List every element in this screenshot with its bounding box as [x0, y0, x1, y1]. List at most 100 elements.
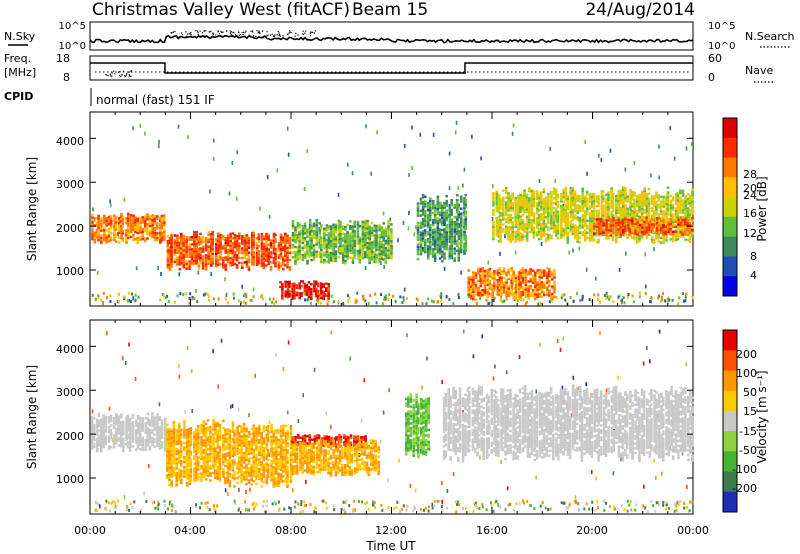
heatmap-cell: [190, 243, 194, 246]
heatmap-cell: [527, 289, 530, 293]
heatmap-cell: [300, 294, 303, 297]
heatmap-cell: [507, 285, 510, 288]
heatmap-cell: [459, 241, 463, 244]
heatmap-cell: [679, 199, 682, 202]
heatmap-cell: [655, 213, 658, 216]
heatmap-cell: [334, 238, 338, 241]
heatmap-cell: [433, 235, 437, 239]
heatmap-cell: [676, 196, 679, 200]
heatmap-cell: [504, 230, 508, 233]
heatmap-cell: [643, 194, 646, 197]
heatmap-cell: [375, 248, 378, 252]
nsky-point: [269, 34, 271, 36]
heatmap-cell: [457, 237, 461, 240]
heatmap-cell: [674, 214, 678, 218]
heatmap-cell: [622, 203, 625, 206]
heatmap-cell: [615, 219, 618, 222]
heatmap-cell: [610, 206, 613, 209]
heatmap-cell: [103, 231, 106, 234]
heatmap-cell: [279, 252, 283, 256]
heatmap-cell: [361, 235, 365, 238]
heatmap-cell: [578, 246, 581, 251]
heatmap-cell: [655, 217, 659, 220]
heatmap-cell: [665, 200, 668, 203]
heatmap-cell: [505, 286, 508, 289]
heatmap-cell: [691, 200, 694, 203]
heatmap-cell: [421, 222, 425, 226]
heatmap-cell: [630, 508, 633, 512]
heatmap-cell: [433, 211, 437, 214]
heatmap-cell: [419, 240, 423, 244]
heatmap-cell: [535, 204, 539, 208]
heatmap-cell: [114, 240, 118, 243]
heatmap-cell: [497, 194, 501, 197]
heatmap-cell: [267, 257, 270, 261]
heatmap-cell: [100, 217, 103, 220]
heatmap-cell: [605, 233, 608, 237]
heatmap-cell: [495, 209, 499, 213]
heatmap-cell: [219, 253, 222, 256]
heatmap-cell: [308, 226, 312, 229]
nsky-point: [197, 31, 199, 34]
heatmap-cell: [163, 221, 166, 224]
power-ylabel: Slant Range [km]: [25, 157, 39, 261]
heatmap-cell: [255, 263, 259, 266]
heatmap-cell: [615, 202, 618, 205]
heatmap-cell: [436, 205, 440, 208]
heatmap-cell: [296, 253, 300, 256]
nsky-point: [228, 35, 230, 38]
heatmap-cell: [423, 234, 427, 237]
heatmap-cell: [552, 221, 556, 224]
heatmap-cell: [625, 251, 627, 256]
heatmap-cell: [464, 193, 468, 197]
heatmap-cell: [576, 218, 579, 222]
heatmap-cell: [612, 221, 615, 225]
heatmap-cell: [351, 259, 355, 262]
heatmap-cell: [588, 217, 592, 220]
heatmap-cell: [95, 500, 98, 504]
heatmap-cell: [153, 215, 157, 218]
heatmap-cell: [643, 204, 646, 207]
heatmap-cell: [517, 216, 520, 220]
heatmap-cell: [375, 241, 378, 244]
heatmap-cell: [562, 210, 566, 213]
heatmap-cell: [450, 220, 453, 224]
heatmap-cell: [224, 266, 228, 269]
heatmap-cell: [598, 225, 601, 228]
heatmap-cell: [592, 202, 596, 205]
heatmap-cell: [416, 202, 420, 205]
heatmap-cell: [368, 237, 371, 240]
heatmap-cell: [327, 244, 331, 247]
heatmap-cell: [531, 274, 535, 277]
heatmap-cell: [423, 248, 427, 251]
heatmap-cell: [182, 249, 185, 252]
heatmap-cell: [540, 276, 544, 279]
heatmap-cell: [510, 286, 513, 289]
heatmap-cell: [514, 233, 517, 236]
heatmap-cell: [622, 207, 625, 211]
heatmap-cell: [366, 224, 369, 228]
heatmap-cell: [540, 241, 543, 246]
heatmap-cell: [195, 230, 198, 234]
heatmap-cell: [645, 207, 649, 210]
heatmap-cell: [356, 220, 360, 224]
heatmap-cell: [635, 212, 639, 215]
heatmap-cell: [657, 503, 660, 507]
heatmap-cell: [517, 223, 520, 227]
heatmap-cell: [176, 263, 179, 266]
heatmap-cell: [493, 296, 496, 299]
heatmap-cell: [224, 249, 228, 252]
heatmap-cell: [671, 235, 675, 238]
heatmap-cell: [305, 293, 309, 296]
heatmap-cell: [373, 236, 377, 240]
heatmap-cell: [509, 228, 513, 231]
freq-scatter: [105, 70, 132, 78]
heatmap-cell: [562, 215, 566, 218]
heatmap-cell: [431, 221, 435, 224]
heatmap-cell: [310, 297, 313, 300]
heatmap-cell: [351, 234, 355, 238]
heatmap-cell: [605, 296, 608, 300]
heatmap-cell: [581, 231, 584, 234]
heatmap-cell: [94, 297, 97, 301]
heatmap-cell: [416, 243, 420, 246]
